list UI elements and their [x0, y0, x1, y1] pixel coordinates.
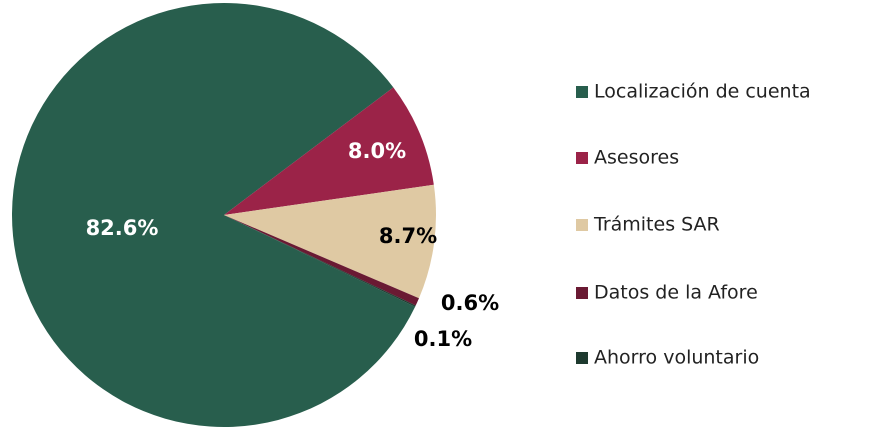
pie-slice — [12, 3, 416, 428]
legend-label: Ahorro voluntario — [594, 347, 759, 369]
data-label: 0.6% — [441, 291, 499, 315]
legend-label: Datos de la Afore — [594, 282, 758, 304]
data-label: 0.1% — [414, 327, 472, 351]
pie-slice — [224, 215, 419, 306]
pie-slice — [224, 184, 436, 299]
data-label: 82.6% — [86, 216, 159, 240]
legend-label: Trámites SAR — [593, 214, 720, 236]
legend-swatch — [576, 86, 588, 98]
pie-slice — [224, 215, 416, 307]
legend-swatch — [576, 219, 588, 231]
legend-label: Localización de cuenta — [594, 81, 811, 103]
legend-swatch — [576, 287, 588, 299]
legend-swatch — [576, 352, 588, 364]
data-label: 8.0% — [348, 139, 406, 163]
legend-label: Asesores — [594, 147, 679, 169]
data-label: 8.7% — [379, 224, 437, 248]
pie-slice — [224, 87, 434, 215]
legend-swatch — [576, 152, 588, 164]
